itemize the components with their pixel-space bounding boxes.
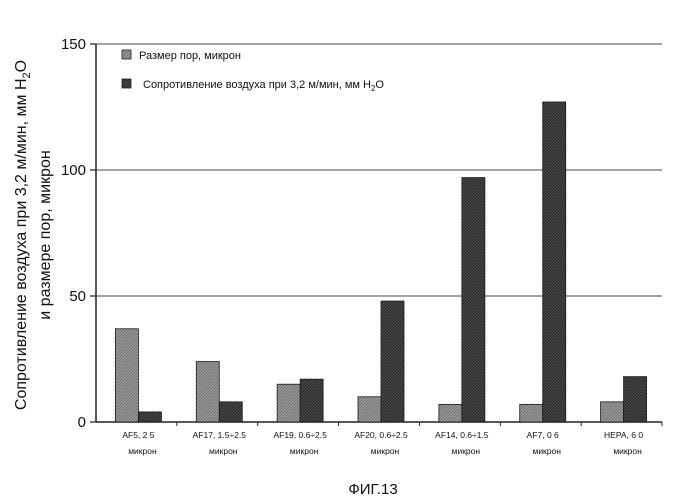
- bar-air-resistance: [138, 412, 161, 422]
- x-tick-label-unit: микрон: [209, 446, 238, 456]
- bar-pore-size: [277, 384, 300, 422]
- bar-pore-size: [196, 362, 219, 422]
- bar-pore-size: [358, 397, 381, 422]
- legend-swatch-pore-size: [122, 50, 131, 59]
- bar-pore-size: [601, 402, 624, 422]
- x-tick-label-unit: микрон: [371, 446, 400, 456]
- x-tick-label-unit: микрон: [128, 446, 157, 456]
- x-tick-label-unit: микрон: [532, 446, 561, 456]
- y-tick-label: 150: [61, 36, 86, 53]
- y-ticks: 0 50 100 150: [61, 36, 96, 431]
- y-tick-label: 0: [78, 414, 86, 431]
- legend: Размер пор, микрон Сопротивление воздуха…: [122, 50, 384, 93]
- y-axis-title: Сопротивление воздуха при 3,2 м/мин, мм …: [13, 60, 54, 410]
- x-tick-labels: AF5, 2 5 микрон AF17, 1.5÷2.5 микрон AF19, 0…: [122, 430, 643, 456]
- legend-label-air-resistance: Сопротивление воздуха при 3,2 м/мин, мм …: [143, 79, 384, 93]
- y-tick-label: 100: [61, 162, 86, 179]
- figure-caption: ФИГ.13: [348, 481, 397, 498]
- bar-pore-size: [115, 329, 138, 422]
- y-axis-title-line2: и размере пор, микрон: [37, 150, 54, 319]
- svg-text:Сопротивление воздуха при 3,2: Сопротивление воздуха при 3,2 м/мин, мм …: [13, 60, 33, 410]
- bar-air-resistance: [381, 301, 404, 422]
- bar-pore-size: [439, 404, 462, 422]
- y-axis-title-line1: Сопротивление воздуха при 3,2 м/мин, мм …: [13, 79, 30, 411]
- bar-pore-size: [520, 404, 543, 422]
- x-tick-label: AF14, 0.6÷1.5: [435, 430, 489, 440]
- y-tick-label: 50: [69, 288, 86, 305]
- x-tick-label: AF5, 2 5: [122, 430, 154, 440]
- x-tick-label-unit: микрон: [290, 446, 319, 456]
- x-tick-label: AF20, 0.6÷2.5: [354, 430, 408, 440]
- legend-swatch-air-resistance: [122, 79, 131, 88]
- bar-air-resistance: [462, 178, 485, 422]
- x-tick-label: HEPA, 6 0: [604, 430, 643, 440]
- bars: [115, 102, 662, 426]
- legend-label-pore-size: Размер пор, микрон: [139, 50, 241, 62]
- x-tick-label-unit: микрон: [452, 446, 481, 456]
- x-tick-label: AF7, 0 6: [527, 430, 559, 440]
- bar-air-resistance: [219, 402, 242, 422]
- bar-air-resistance: [543, 102, 566, 422]
- x-tick-label: AF19, 0.6÷2.5: [273, 430, 327, 440]
- x-tick-label-unit: микрон: [613, 446, 642, 456]
- y-axis-title-tail: O: [13, 60, 30, 72]
- bar-air-resistance: [624, 377, 647, 422]
- bar-air-resistance: [300, 379, 323, 422]
- x-tick-label: AF17, 1.5÷2.5: [193, 430, 247, 440]
